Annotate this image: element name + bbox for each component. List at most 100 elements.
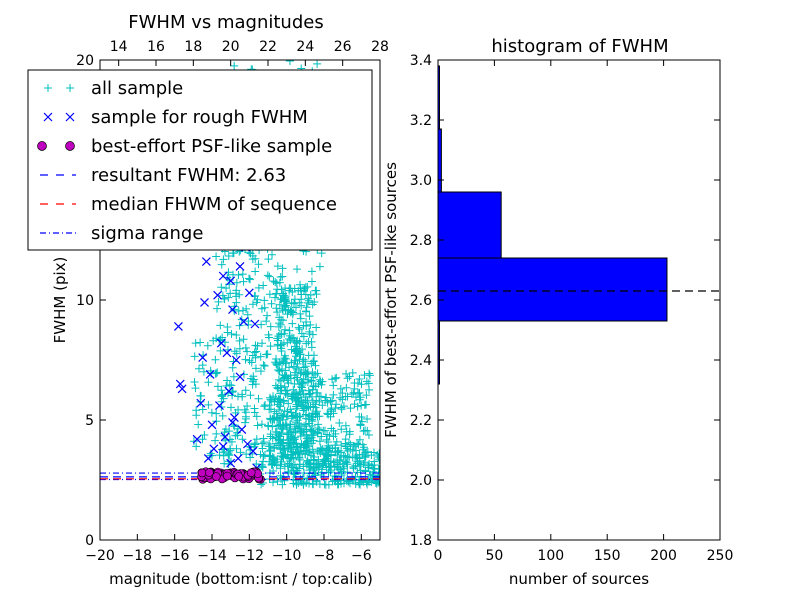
all-sample-point-1039 bbox=[212, 409, 221, 418]
all-sample-point-1293 bbox=[207, 408, 216, 417]
all-sample-point-1313 bbox=[240, 405, 249, 414]
all-sample-point-1318 bbox=[221, 425, 230, 434]
all-sample-point-352 bbox=[342, 383, 351, 392]
all-sample-point-461 bbox=[364, 430, 373, 439]
all-sample-point-294 bbox=[336, 384, 345, 393]
rough-sample-point-37 bbox=[228, 417, 237, 427]
all-sample-point-1036 bbox=[277, 438, 286, 447]
all-sample-point-1281 bbox=[194, 420, 203, 429]
all-sample-point-1115 bbox=[226, 289, 235, 298]
all-sample-point-309 bbox=[332, 373, 341, 382]
all-sample-point-1330 bbox=[251, 341, 260, 350]
all-sample-point-454 bbox=[316, 449, 325, 458]
all-sample-point-346 bbox=[280, 406, 289, 415]
all-sample-point-321 bbox=[357, 401, 366, 410]
all-sample-point-729 bbox=[304, 296, 313, 305]
scatter-x-tick-0: −20 bbox=[85, 548, 115, 564]
all-sample-point-567 bbox=[363, 414, 372, 423]
scatter-x-tick-3: −14 bbox=[197, 548, 227, 564]
all-sample-point-739 bbox=[294, 365, 303, 374]
all-sample-point-936 bbox=[235, 321, 244, 330]
all-sample-point-1092 bbox=[274, 421, 283, 430]
all-sample-point-785 bbox=[282, 430, 291, 439]
all-sample-point-920 bbox=[267, 396, 276, 405]
all-sample-point-1044 bbox=[260, 296, 269, 305]
all-sample-point-355 bbox=[307, 451, 316, 460]
all-sample-point-536 bbox=[308, 445, 317, 454]
all-sample-point-914 bbox=[226, 403, 235, 412]
all-sample-point-1307 bbox=[204, 400, 213, 409]
all-sample-point-272 bbox=[343, 444, 352, 453]
all-sample-point-802 bbox=[287, 358, 296, 367]
all-sample-point-597 bbox=[312, 323, 321, 332]
all-sample-point-1131 bbox=[285, 60, 294, 66]
all-sample-point-503 bbox=[305, 459, 314, 468]
all-sample-point-783 bbox=[299, 363, 308, 372]
all-sample-point-944 bbox=[239, 335, 248, 344]
rough-sample-point-32 bbox=[244, 288, 254, 298]
all-sample-point-1038 bbox=[216, 346, 225, 355]
all-sample-point-969 bbox=[229, 420, 238, 429]
all-sample-point-1001 bbox=[273, 414, 282, 423]
all-sample-point-366 bbox=[355, 450, 364, 459]
all-sample-point-1070 bbox=[250, 348, 259, 357]
all-sample-point-806 bbox=[312, 290, 321, 299]
all-sample-point-342 bbox=[338, 395, 347, 404]
all-sample-point-1014 bbox=[213, 304, 222, 313]
rough-sample-point-33 bbox=[250, 319, 260, 329]
all-sample-point-849 bbox=[302, 404, 311, 413]
histogram-x-axis-label: number of sources bbox=[509, 570, 649, 588]
all-sample-point-1328 bbox=[191, 384, 200, 393]
all-sample-point-484 bbox=[277, 457, 286, 466]
all-sample-point-1130 bbox=[259, 281, 268, 290]
histogram-y-tick-2: 2.2 bbox=[410, 413, 432, 429]
all-sample-point-793 bbox=[287, 392, 296, 401]
all-sample-point-904 bbox=[216, 321, 225, 330]
all-sample-point-804 bbox=[311, 409, 320, 418]
all-sample-point-1027 bbox=[220, 294, 229, 303]
all-sample-point-477 bbox=[353, 439, 362, 448]
all-sample-point-1309 bbox=[248, 380, 257, 389]
all-sample-point-433 bbox=[362, 377, 371, 386]
histogram-y-tick-8: 3.4 bbox=[410, 53, 432, 69]
all-sample-point-335 bbox=[332, 400, 341, 409]
all-sample-point-1176 bbox=[264, 255, 273, 264]
all-sample-point-554 bbox=[314, 420, 323, 429]
all-sample-point-756 bbox=[302, 369, 311, 378]
all-sample-point-1332 bbox=[211, 369, 220, 378]
all-sample-point-1099 bbox=[256, 352, 265, 361]
all-sample-point-1250 bbox=[232, 286, 241, 295]
all-sample-point-256 bbox=[312, 476, 321, 485]
all-sample-point-241 bbox=[373, 473, 380, 482]
all-sample-point-799 bbox=[290, 295, 299, 304]
all-sample-point-982 bbox=[262, 317, 271, 326]
scatter-top-tick-2: 18 bbox=[184, 39, 202, 55]
all-sample-point-403 bbox=[337, 425, 346, 434]
all-sample-point-993 bbox=[259, 438, 268, 447]
all-sample-point-1230 bbox=[232, 278, 241, 287]
all-sample-point-1160 bbox=[248, 255, 257, 264]
all-sample-point-939 bbox=[252, 412, 261, 421]
all-sample-point-1069 bbox=[267, 299, 276, 308]
all-sample-point-1054 bbox=[268, 415, 277, 424]
rough-sample-point-7 bbox=[205, 369, 215, 379]
scatter-x-tick-2: −16 bbox=[160, 548, 190, 564]
all-sample-point-1023 bbox=[243, 310, 252, 319]
all-sample-point-788 bbox=[281, 325, 289, 334]
all-sample-point-525 bbox=[280, 446, 289, 455]
scatter-x-tick-1: −18 bbox=[123, 548, 153, 564]
rough-sample-point-19 bbox=[243, 439, 252, 449]
all-sample-point-166 bbox=[369, 448, 378, 457]
all-sample-point-572 bbox=[326, 462, 335, 471]
legend-label-0: all sample bbox=[91, 78, 183, 99]
all-sample-point-537 bbox=[318, 401, 327, 410]
all-sample-point-836 bbox=[286, 336, 295, 345]
all-sample-point-1079 bbox=[244, 274, 253, 283]
all-sample-point-821 bbox=[290, 379, 299, 388]
all-sample-point-645 bbox=[308, 300, 317, 309]
all-sample-point-1193 bbox=[313, 60, 322, 68]
all-sample-point-1111 bbox=[265, 272, 274, 281]
all-sample-point-974 bbox=[266, 342, 275, 351]
legend-label-4: median FHWM of sequence bbox=[91, 194, 337, 215]
scatter-x-axis-label: magnitude (bottom:isnt / top:calib) bbox=[109, 570, 373, 588]
